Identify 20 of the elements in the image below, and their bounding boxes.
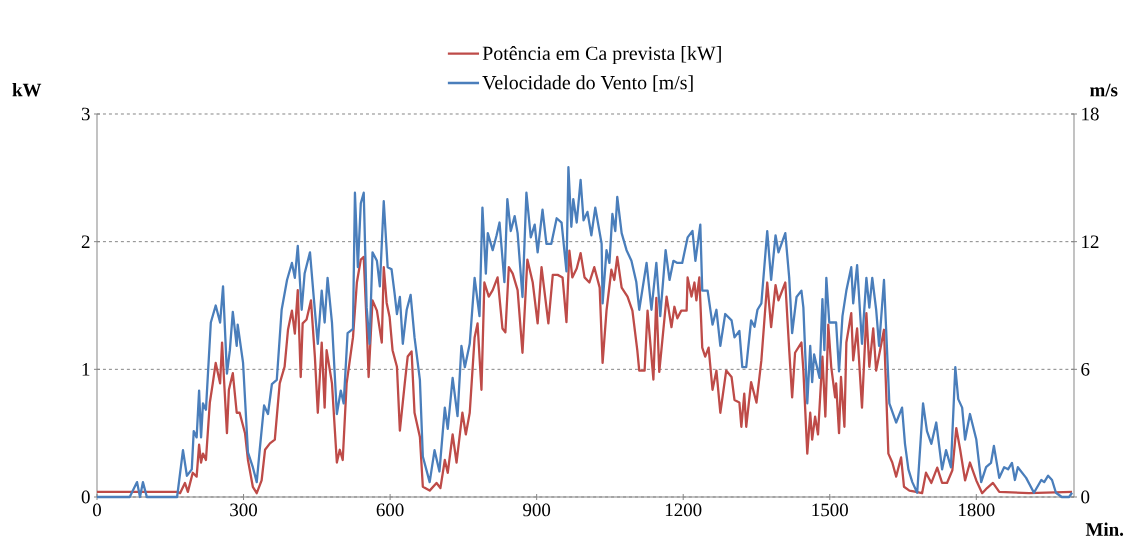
x-tick-label: 300 bbox=[230, 503, 258, 517]
x-tick-label: 900 bbox=[523, 503, 551, 517]
x-tick-label: 1800 bbox=[959, 503, 995, 517]
y-tick-label: 0 bbox=[81, 490, 90, 504]
y2-tick-label: 0 bbox=[1081, 490, 1090, 504]
x-tick-label: 0 bbox=[92, 503, 101, 517]
x-tick-label: 1500 bbox=[812, 503, 848, 517]
y2-tick-label: 18 bbox=[1082, 107, 1099, 121]
y2-axis-title: m/s bbox=[1090, 83, 1118, 97]
y-tick-label: 3 bbox=[81, 107, 90, 121]
legend-label: Velocidade do Vento [m/s] bbox=[482, 75, 693, 92]
y2-tick-label: 12 bbox=[1082, 235, 1099, 248]
y-tick-label: 1 bbox=[82, 363, 90, 376]
y-tick-label: 2 bbox=[81, 235, 90, 248]
legend-label: Potência em Ca prevista [kW] bbox=[482, 46, 721, 65]
x-tick-label: 1200 bbox=[665, 503, 702, 517]
y-axis-title: kW bbox=[12, 83, 42, 97]
x-axis-title: Min. bbox=[1085, 522, 1124, 536]
y2-tick-label: 6 bbox=[1081, 362, 1090, 376]
x-tick-label: 600 bbox=[376, 503, 404, 517]
